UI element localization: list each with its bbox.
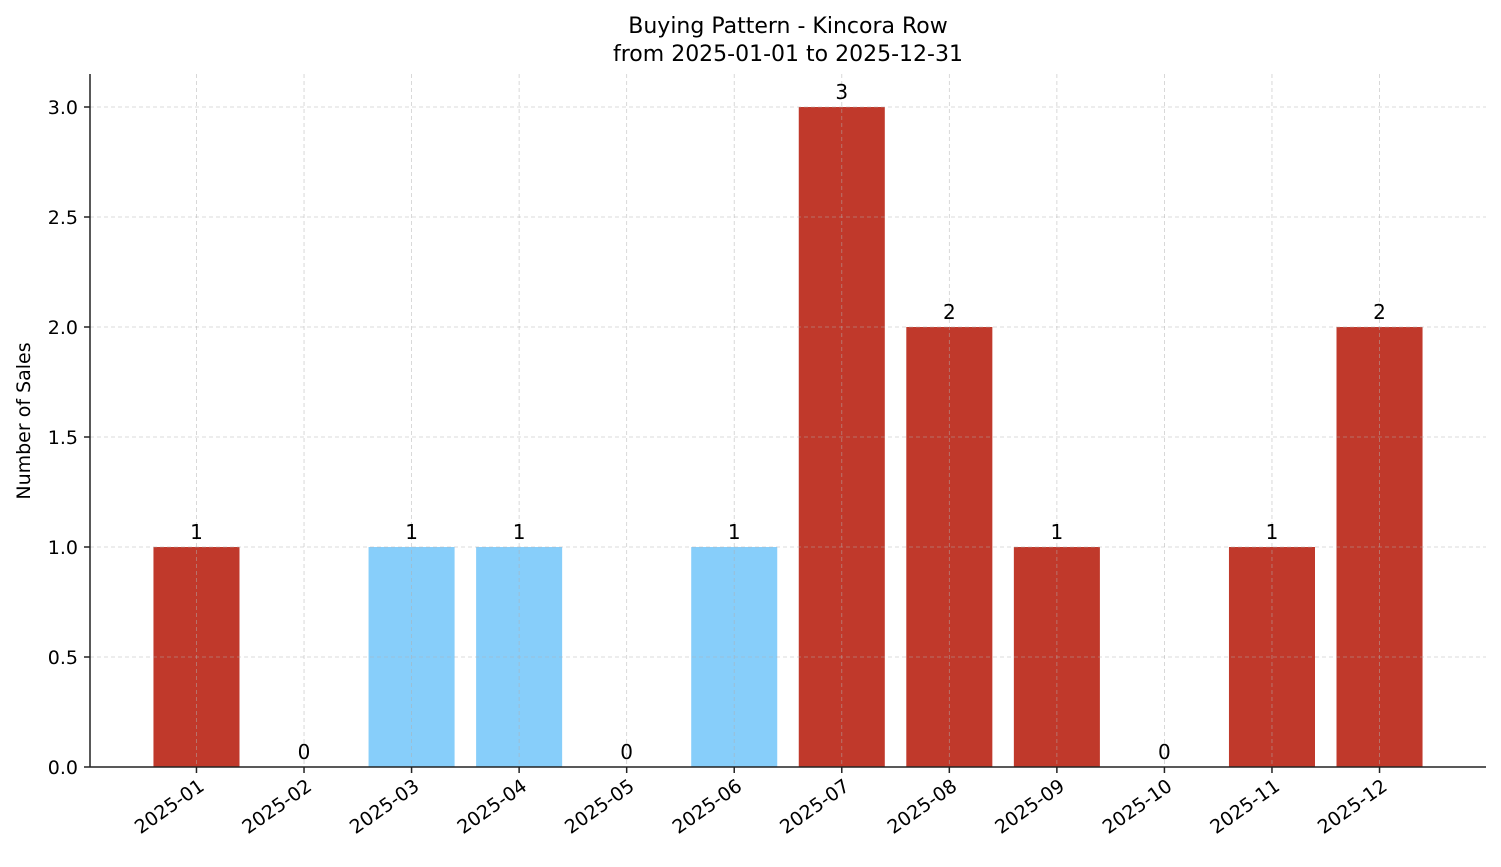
y-tick-label: 2.5 xyxy=(48,207,78,229)
y-tick-label: 1.5 xyxy=(48,427,78,449)
y-tick-label: 3.0 xyxy=(48,97,78,119)
data-label: 1 xyxy=(190,520,203,544)
y-tick-label: 0.5 xyxy=(48,647,78,669)
data-label: 1 xyxy=(405,520,418,544)
x-tick-label: 2025-07 xyxy=(776,775,854,839)
data-label: 1 xyxy=(728,520,741,544)
data-label: 1 xyxy=(1051,520,1064,544)
data-label: 2 xyxy=(943,300,956,324)
x-tick-label: 2025-02 xyxy=(238,775,316,839)
data-label: 0 xyxy=(1158,740,1171,764)
x-tick-label: 2025-05 xyxy=(561,775,639,839)
x-tick-label: 2025-03 xyxy=(346,775,424,839)
data-label: 0 xyxy=(620,740,633,764)
x-tick-label: 2025-04 xyxy=(453,775,531,839)
x-tick-label: 2025-11 xyxy=(1206,775,1284,839)
y-tick-label: 0.0 xyxy=(48,757,78,779)
x-tick-label: 2025-12 xyxy=(1314,775,1392,839)
x-tick-label: 2025-10 xyxy=(1099,775,1177,839)
data-label: 1 xyxy=(513,520,526,544)
chart-title: Buying Pattern - Kincora Row xyxy=(628,14,947,39)
x-tick-label: 2025-08 xyxy=(884,775,962,839)
x-tick-label: 2025-06 xyxy=(668,775,746,839)
data-label: 2 xyxy=(1373,300,1386,324)
y-tick-label: 1.0 xyxy=(48,537,78,559)
x-tick-label: 2025-01 xyxy=(131,775,209,839)
y-axis-label: Number of Sales xyxy=(13,342,35,499)
data-label: 3 xyxy=(835,80,848,104)
data-label: 1 xyxy=(1266,520,1279,544)
chart-subtitle: from 2025-01-01 to 2025-12-31 xyxy=(613,42,963,67)
data-label: 0 xyxy=(298,740,311,764)
y-tick-label: 2.0 xyxy=(48,317,78,339)
x-tick-label: 2025-09 xyxy=(991,775,1069,839)
